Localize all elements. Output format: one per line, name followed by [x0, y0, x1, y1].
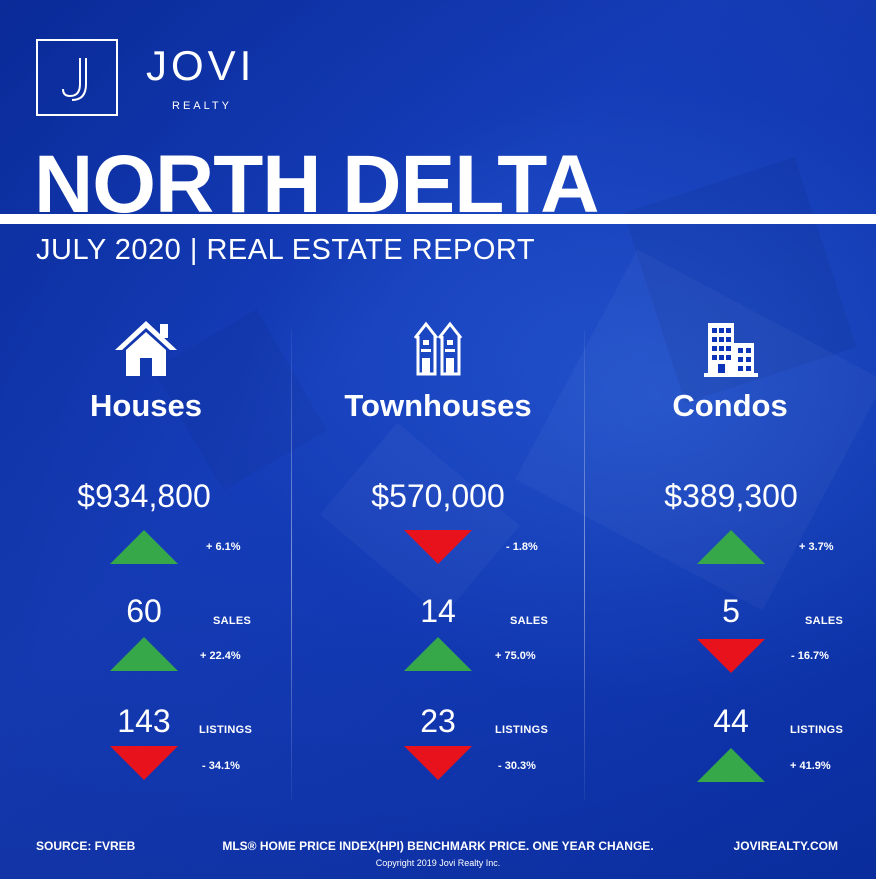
- brand-subtitle: REALTY: [172, 100, 232, 112]
- condos-listings-change: + 41.9%: [790, 760, 831, 772]
- footer-source: SOURCE: FVREB: [36, 839, 136, 853]
- townhouses-column: Townhouses $570,000 - 1.8% 14 SALES + 75…: [292, 0, 584, 879]
- houses-sales-up-arrow-icon: [110, 637, 178, 671]
- townhouses-title: Townhouses: [344, 388, 532, 423]
- report-subtitle: JULY 2020 | REAL ESTATE REPORT: [36, 234, 536, 266]
- condos-price-change: + 3.7%: [799, 541, 834, 553]
- townhouses-sales-count: 14: [420, 593, 456, 629]
- condos-listings-label: LISTINGS: [790, 724, 844, 736]
- condo-building-icon: [704, 321, 758, 382]
- condos-listings-up-arrow-icon: [697, 748, 765, 782]
- brand-name: JOVI: [146, 42, 256, 89]
- townhouses-price-change: - 1.8%: [506, 541, 538, 553]
- houses-listings-label: LISTINGS: [199, 724, 253, 736]
- footer-copyright: Copyright 2019 Jovi Realty Inc.: [375, 858, 501, 868]
- page-title: NORTH DELTA: [34, 139, 599, 230]
- condos-price: $389,300: [664, 478, 798, 514]
- footer-note: MLS® HOME PRICE INDEX(HPI) BENCHMARK PRI…: [222, 839, 654, 853]
- condos-listings-count: 44: [713, 703, 749, 739]
- jovi-logo-icon: [36, 39, 118, 116]
- houses-sales-label: SALES: [213, 615, 252, 627]
- townhouse-icon: [413, 320, 463, 381]
- townhouses-listings-down-arrow-icon: [404, 746, 472, 780]
- townhouses-sales-up-arrow-icon: [404, 637, 472, 671]
- title-underline: [0, 214, 876, 224]
- townhouses-price: $570,000: [371, 478, 505, 514]
- houses-sales-change: + 22.4%: [200, 650, 241, 662]
- houses-listings-change: - 34.1%: [202, 760, 240, 772]
- townhouses-listings-count: 23: [420, 703, 456, 739]
- condos-sales-change: - 16.7%: [791, 650, 829, 662]
- townhouses-listings-change: - 30.3%: [498, 760, 536, 772]
- condos-sales-count: 5: [722, 593, 740, 629]
- condos-title: Condos: [672, 388, 788, 423]
- condos-sales-label: SALES: [805, 615, 844, 627]
- condos-price-up-arrow-icon: [697, 530, 765, 564]
- houses-price: $934,800: [77, 478, 211, 514]
- column-divider: [291, 330, 292, 800]
- houses-sales-count: 60: [126, 593, 162, 629]
- townhouses-sales-change: + 75.0%: [495, 650, 536, 662]
- townhouses-price-down-arrow-icon: [404, 530, 472, 564]
- houses-price-up-arrow-icon: [110, 530, 178, 564]
- houses-listings-count: 143: [117, 703, 171, 739]
- townhouses-sales-label: SALES: [510, 615, 549, 627]
- houses-price-change: + 6.1%: [206, 541, 241, 553]
- column-divider: [584, 330, 585, 800]
- houses-column: Houses $934,800 + 6.1% 60 SALES + 22.4% …: [0, 0, 292, 879]
- house-icon: [112, 318, 180, 383]
- condos-column: Condos $389,300 + 3.7% 5 SALES - 16.7% 4…: [585, 0, 876, 879]
- townhouses-listings-label: LISTINGS: [495, 724, 549, 736]
- houses-title: Houses: [90, 388, 202, 423]
- footer-website-link[interactable]: JOVIREALTY.COM: [733, 839, 838, 853]
- condos-sales-down-arrow-icon: [697, 639, 765, 673]
- houses-listings-down-arrow-icon: [110, 746, 178, 780]
